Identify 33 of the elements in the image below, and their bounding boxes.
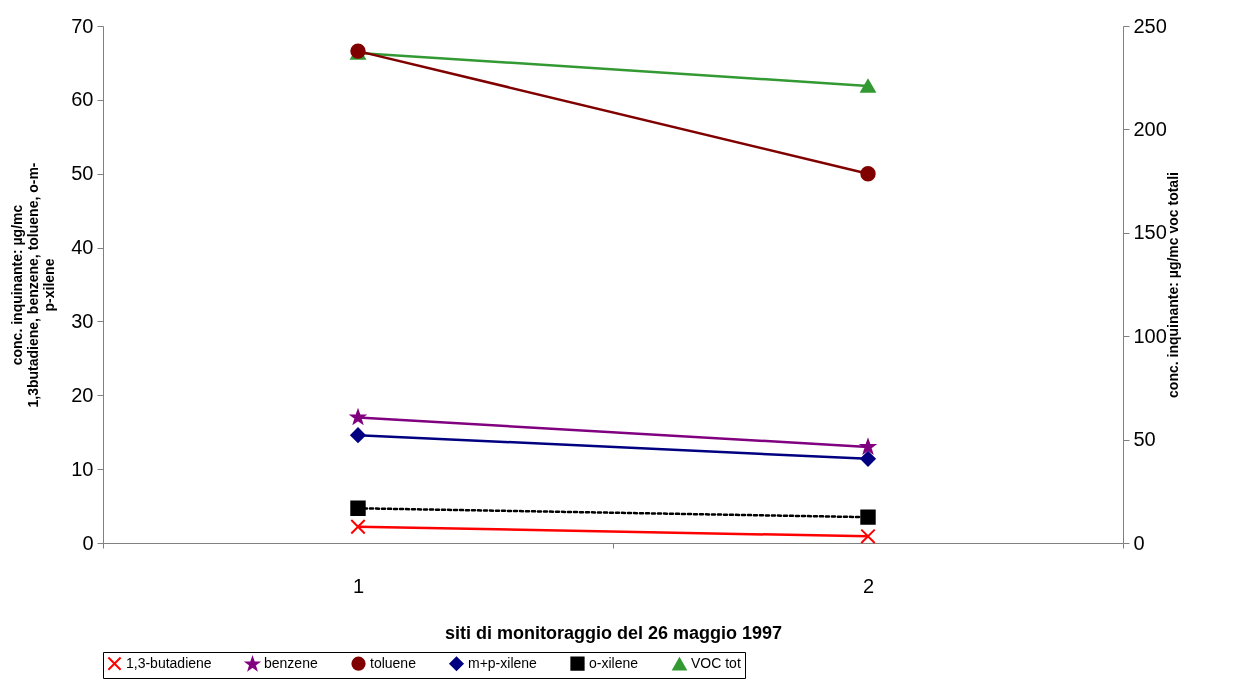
legend-label: 1,3-butadiene: [126, 654, 212, 671]
point: [860, 528, 876, 545]
y-axis-title: conc. inquinante: µg/mc 1,3butadiene, benzene, toluene, o-m- p-xilene: [9, 162, 58, 408]
y2-tick-label: 50: [1133, 428, 1156, 451]
point: [350, 519, 366, 535]
y-tick-label: 10: [71, 457, 94, 480]
legend-label: benzene: [264, 655, 318, 672]
y2-tick-label: 100: [1133, 324, 1167, 347]
point: [860, 509, 876, 525]
legend-label: toluene: [370, 654, 417, 671]
y-tick-label: 0: [82, 531, 94, 554]
x-tick-label: 1: [352, 574, 365, 597]
y-tick-label: 40: [71, 236, 94, 259]
y2-tick-label: 0: [1133, 531, 1145, 554]
point: [350, 427, 366, 443]
legend-label: m+p-xilene: [468, 654, 538, 671]
point: [350, 500, 366, 516]
y-tick-label: 50: [71, 162, 94, 185]
y-tick-label: 30: [71, 309, 94, 332]
point: [860, 439, 876, 454]
y-tick-label: 60: [71, 88, 94, 111]
y-tick-label: 70: [71, 14, 94, 37]
x-axis-title: siti di monitoraggio del 26 maggio 1997: [444, 622, 783, 643]
x-tick-label: 2: [862, 574, 875, 597]
point: [860, 451, 876, 467]
y2-tick-label: 200: [1133, 117, 1167, 140]
y-tick-label: 20: [71, 383, 94, 406]
point: [350, 409, 366, 424]
y2-tick-label: 150: [1133, 221, 1167, 244]
point: [860, 166, 876, 182]
legend-label: o-xilene: [589, 654, 639, 671]
legend-label: VOC tot: [691, 655, 741, 672]
y2-tick-label: 250: [1133, 14, 1167, 37]
